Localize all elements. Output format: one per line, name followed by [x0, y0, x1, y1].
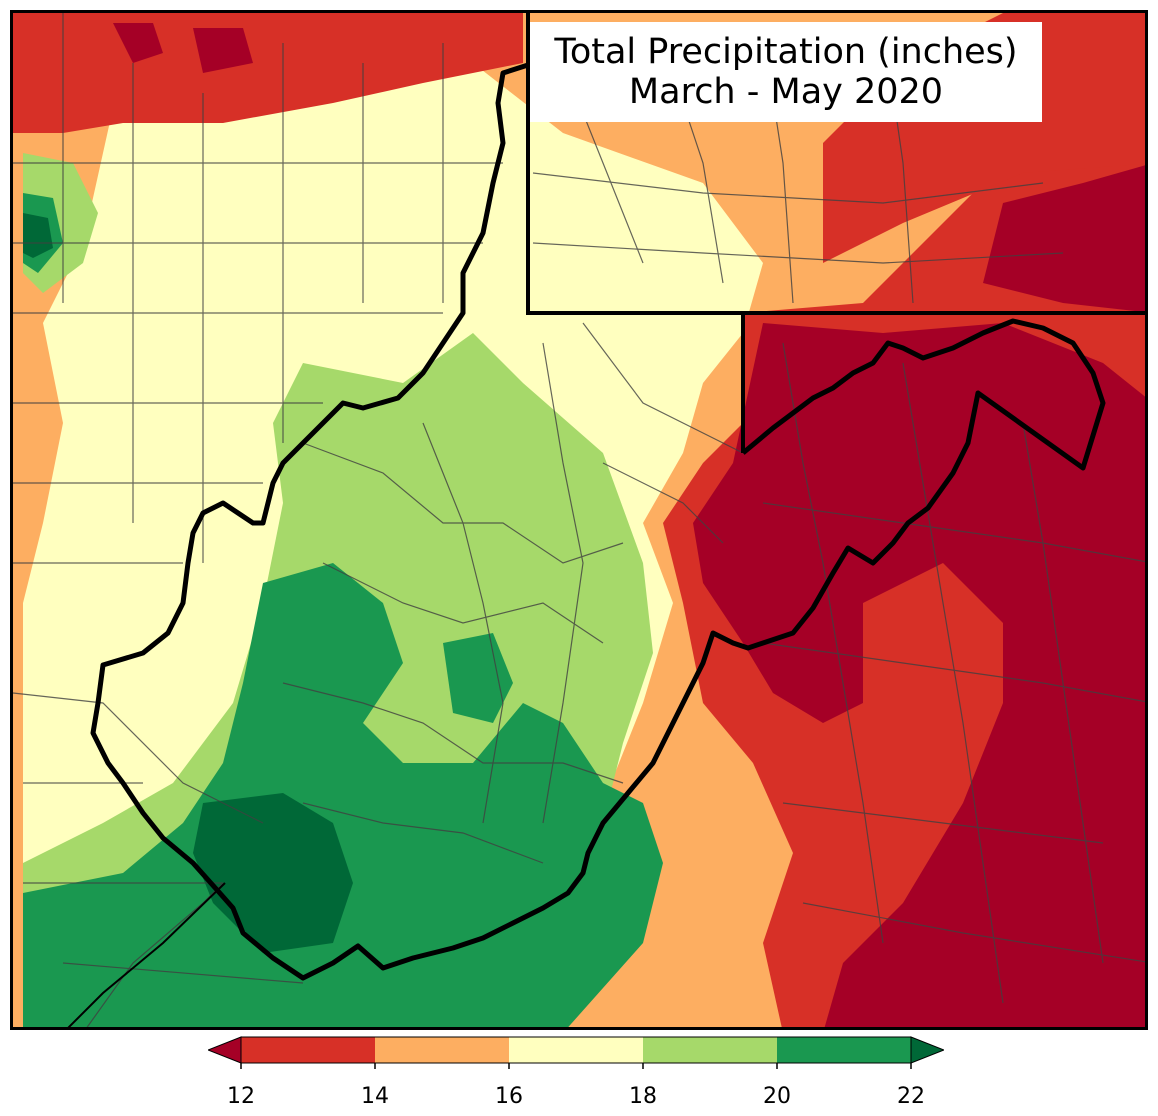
map-canvas — [13, 13, 1145, 1027]
county-lines — [13, 13, 1145, 1027]
precip-zone-over-22-nw — [23, 213, 53, 258]
precip-zone-20-22-center — [443, 633, 513, 723]
colorbar-bins — [208, 1036, 944, 1064]
colorbar-extend-high — [910, 1036, 944, 1064]
precip-zone-20-22 — [23, 563, 663, 1027]
state-borders — [526, 13, 1145, 453]
wv-border — [90, 62, 1106, 981]
colorbar-bin — [777, 1037, 911, 1063]
colorbar-tick-label: 16 — [495, 1084, 523, 1109]
colorbar-outline — [240, 1036, 912, 1064]
colorbar-tick-label: 12 — [227, 1084, 255, 1109]
precip-zone-under-12-ne — [983, 165, 1145, 313]
va-ky-border — [67, 882, 226, 1027]
map-title: Total Precipitation (inches) March - May… — [530, 22, 1042, 122]
colorbar-ticks: 12 14 16 18 20 22 — [227, 1063, 925, 1109]
colorbar: 12 14 16 18 20 22 — [208, 1036, 944, 1109]
colorbar-tick-label: 22 — [897, 1084, 925, 1109]
colorbar-bin — [509, 1037, 643, 1063]
colorbar-extend-low — [208, 1036, 242, 1064]
title-line-2: March - May 2020 — [628, 72, 944, 112]
colorbar-tick-label: 14 — [361, 1084, 389, 1109]
colorbar-bin — [643, 1037, 777, 1063]
colorbar-bin — [375, 1037, 509, 1063]
precip-zone-under-12-north — [113, 23, 253, 73]
colorbar-tick-label: 20 — [763, 1084, 791, 1109]
colorbar-bin — [241, 1037, 375, 1063]
colorbar-tick-label: 18 — [629, 1084, 657, 1109]
precipitation-map — [10, 10, 1148, 1030]
precip-zone-under-12 — [693, 323, 1145, 1027]
title-line-1: Total Precipitation (inches) — [554, 32, 1018, 72]
pa-md-border — [526, 13, 1145, 315]
